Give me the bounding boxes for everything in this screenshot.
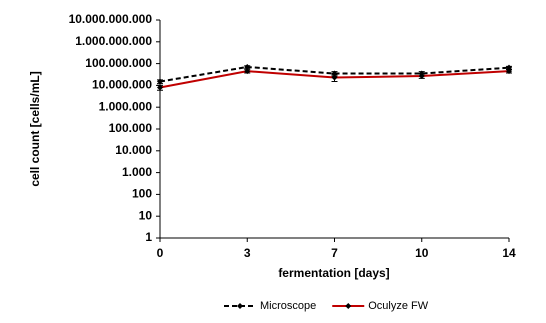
- y-tick-label: 100: [132, 187, 152, 201]
- series-line: [159, 65, 510, 83]
- point-marker: [418, 72, 425, 79]
- y-tick-label: 10.000.000.000: [69, 12, 153, 26]
- legend-label: Microscope: [260, 300, 316, 312]
- point-marker: [331, 74, 338, 81]
- y-tick-label: 10.000.000: [92, 78, 152, 92]
- y-tick-label: 1.000: [122, 165, 152, 179]
- point-marker: [157, 78, 163, 85]
- y-tick-label: 10.000: [115, 143, 152, 157]
- x-tick-label: 7: [331, 246, 338, 260]
- point-marker: [157, 84, 163, 91]
- x-tick-label: 3: [244, 246, 251, 260]
- point-marker: [506, 68, 512, 75]
- legend-marker: [345, 303, 352, 309]
- y-tick-label: 1.000.000: [99, 99, 153, 113]
- x-tick-label: 0: [157, 246, 164, 260]
- x-tick-label: 10: [415, 246, 429, 260]
- x-tick-label: 14: [502, 246, 516, 260]
- y-axis-title: cell count [cells/mL]: [28, 71, 42, 186]
- y-tick-label: 10: [139, 208, 153, 222]
- y-tick-label: 100.000: [109, 121, 153, 135]
- point-marker: [244, 63, 251, 70]
- y-tick-label: 1.000.000.000: [75, 34, 152, 48]
- x-axis-title: fermentation [days]: [278, 266, 389, 280]
- legend-marker: [237, 303, 243, 309]
- y-tick-label: 1: [145, 230, 152, 244]
- point-marker: [244, 68, 251, 75]
- y-tick-label: 100.000.000: [85, 56, 152, 70]
- legend-label: Oculyze FW: [368, 300, 429, 312]
